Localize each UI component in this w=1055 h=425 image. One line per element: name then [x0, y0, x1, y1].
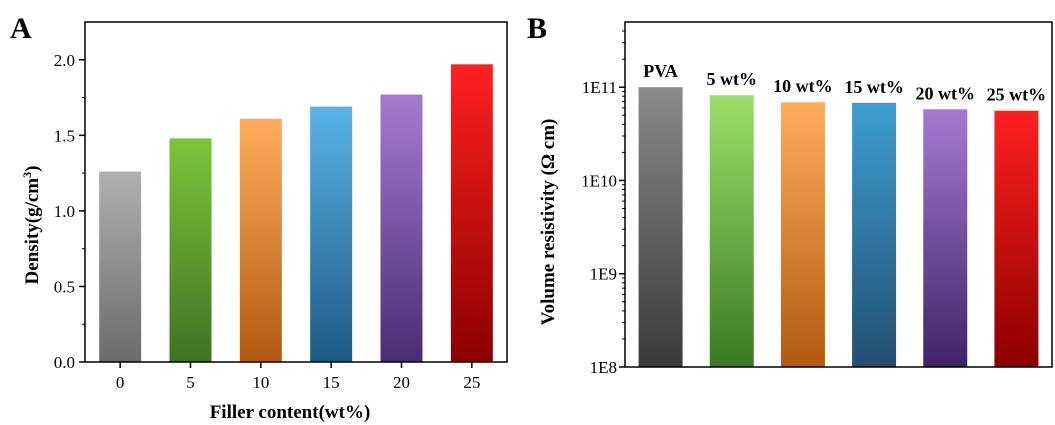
- panel-b-letter: B: [527, 12, 547, 45]
- panel-a-x-tick-label: 10: [252, 373, 269, 392]
- panel-b-bar-3: [852, 102, 897, 367]
- panel-b-bar-label: 25 wt%: [987, 85, 1047, 105]
- panel-a-y-tick-label: 1.5: [54, 126, 75, 145]
- panel-a-y-tick-label: 2.0: [54, 51, 75, 70]
- panel-b-bar-label: 20 wt%: [916, 83, 976, 103]
- panel-a-bar-15: [310, 106, 353, 362]
- panel-b-axes: [624, 21, 1053, 368]
- panel-b-bar-5: [994, 110, 1039, 367]
- panel-b-y-ticks: 1E8 1E9 1E10 1E11: [581, 30, 625, 377]
- panel-a-bar-25: [450, 64, 493, 363]
- panel-a-bar-10: [239, 118, 282, 362]
- panel-b-y-tick-label: 1E8: [590, 358, 617, 377]
- panel-a-x-tick-label: 0: [116, 373, 125, 392]
- panel-a-x-tick-label: 15: [323, 373, 340, 392]
- panel-b-bar-label: 10 wt%: [773, 76, 833, 96]
- panel-a-axes: [84, 21, 508, 363]
- panel-a-y-tick-label: 0.0: [54, 353, 75, 372]
- panel-b-bar-1: [709, 95, 754, 367]
- panel-b-resistivity-chart: B 1E8 1E9 1E10 1E11 PVA 5 wt% 10 wt% 15 wt% 20 …: [527, 12, 1053, 377]
- panel-b-bar-4: [923, 109, 968, 367]
- panel-a-y-axis-title: Density(g/cm3): [20, 166, 43, 285]
- panel-b-y-tick-label: 1E11: [582, 78, 617, 97]
- panel-a-x-ticks: 0 5 10 15 20 25: [116, 362, 480, 392]
- panel-a-x-tick-label: 25: [463, 373, 480, 392]
- panel-b-bar-labels: PVA 5 wt% 10 wt% 15 wt% 20 wt% 25 wt%: [643, 61, 1046, 104]
- panel-b-bar-2: [780, 102, 825, 368]
- panel-a-bars: [99, 64, 493, 363]
- panel-b-y-axis-title: Volume resistivity (Ω cm): [538, 119, 559, 326]
- panel-b-bar-label: 5 wt%: [707, 69, 758, 89]
- panel-a-bar-0: [99, 171, 142, 362]
- panel-a-bar-5: [169, 138, 212, 362]
- panel-a-letter: A: [10, 12, 32, 45]
- panel-a-y-axis-title-main: Density(g/cm: [22, 178, 43, 285]
- panel-b-bars: [638, 87, 1039, 368]
- panel-a-x-tick-label: 20: [393, 373, 410, 392]
- panel-a-y-ticks: 0.0 0.5 1.0 1.5 2.0: [54, 51, 85, 372]
- panel-a-y-axis-title-superscript: 3: [20, 172, 34, 178]
- panel-a-x-tick-label: 5: [186, 373, 195, 392]
- panel-a-y-axis-title-close: ): [22, 166, 43, 172]
- panel-a-bar-20: [380, 94, 423, 363]
- panel-a-x-axis-title: Filler content(wt%): [210, 402, 371, 423]
- panel-b-bar-0: [638, 87, 683, 367]
- panel-a-plot-frame: [84, 21, 508, 363]
- panel-b-y-tick-label: 1E10: [581, 171, 617, 190]
- panel-a-y-tick-label: 1.0: [54, 202, 75, 221]
- panel-b-y-tick-label: 1E9: [590, 265, 617, 284]
- panel-b-plot-frame: [624, 21, 1053, 368]
- panel-b-bar-label: PVA: [643, 61, 678, 81]
- panel-a-density-chart: A 0.0 0.5 1.0 1.5 2.0 0 5 10 15 20 25 Filler cont…: [10, 12, 508, 423]
- panel-a-y-tick-label: 0.5: [54, 277, 75, 296]
- panel-b-bar-label: 15 wt%: [844, 77, 904, 97]
